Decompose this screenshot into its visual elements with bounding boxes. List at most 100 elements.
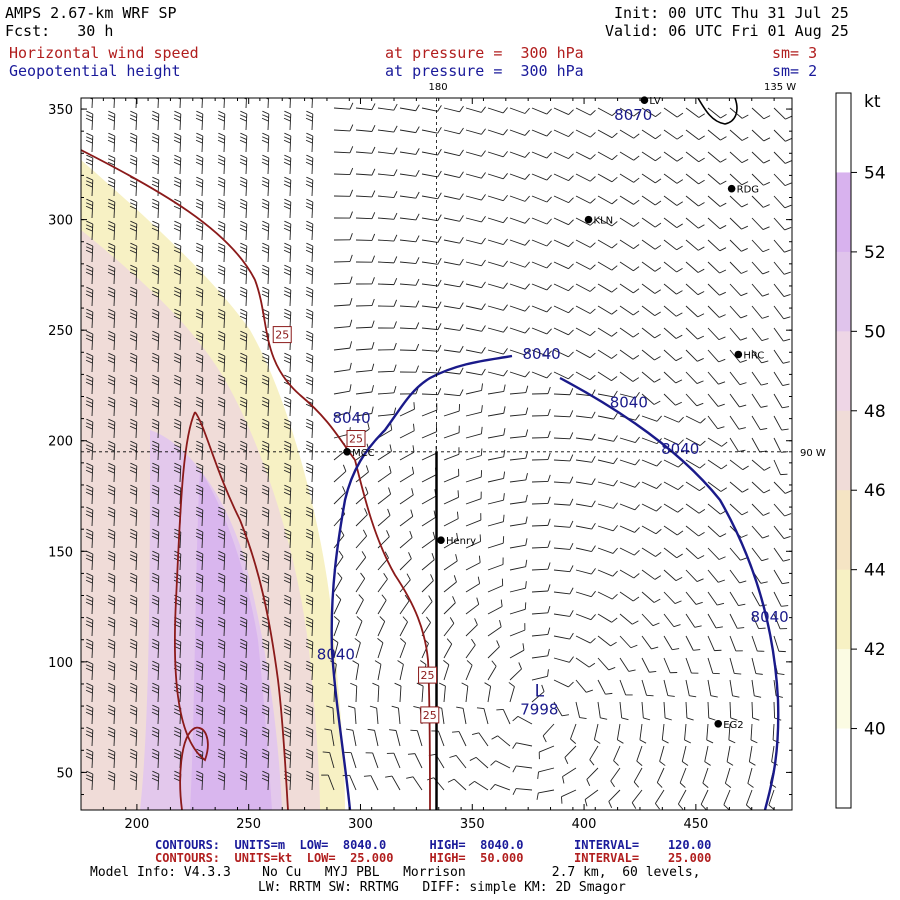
wind-barb-shaft [157,157,160,175]
wind-barb-feather [152,774,159,778]
wind-barb-feather [284,682,291,687]
wind-barb-feather [262,114,269,118]
wind-barb-feather [196,400,203,404]
wind-barb-shaft [597,283,612,293]
wind-barb-feather [173,469,181,474]
wind-barb-shaft [179,113,182,131]
wind-barb-shaft [157,98,159,109]
wind-barb-shaft [377,173,394,177]
wind-barb-shaft [333,577,343,593]
wind-barb-shaft [729,481,743,493]
wind-barb-shaft [157,289,160,307]
wind-barb-feather [284,510,291,514]
wind-barb-feather [129,447,137,452]
wind-barb-feather [86,264,93,269]
wind-barb-feather [635,391,640,399]
wind-barb-feather [262,642,269,646]
wind-barb-feather [634,481,640,488]
wind-barb-feather [305,447,313,452]
wind-barb-feather [653,400,661,405]
wind-barb-shaft [91,443,94,461]
wind-barb-feather [741,203,749,208]
wind-barb-feather [130,770,137,775]
wind-barb-feather [240,110,247,115]
wind-barb-feather [783,338,791,342]
wind-barb-feather [306,660,313,665]
wind-barb-feather [176,98,181,100]
wind-barb-feather [108,532,115,536]
wind-barb-feather [195,469,203,474]
wind-barb-shaft [443,539,459,549]
wind-barb-feather [569,454,574,462]
wind-barb-shaft [443,393,460,397]
wind-barb-feather [195,337,203,342]
wind-barb-feather [305,689,313,694]
wind-barb-feather [152,708,159,712]
wind-barb-shaft [332,708,335,725]
wind-barb-feather [763,489,771,494]
wind-barb-feather [86,286,93,291]
wind-barb-feather [108,466,115,470]
wind-barb-shaft [443,686,446,703]
wind-barb-shaft [729,591,739,606]
wind-barb-feather [108,770,115,775]
wind-barb-feather [195,513,203,518]
wind-barb-feather [152,664,159,668]
wind-barb-feather [306,264,313,269]
wind-barb-feather [283,689,291,694]
wind-barb-shaft [619,327,634,338]
wind-barb-feather [284,620,291,624]
wind-barb-feather [459,258,464,266]
wind-barb-feather [718,381,726,385]
wind-barb-feather [218,528,225,533]
wind-barb-shaft [91,487,94,505]
wind-barb-feather [152,752,159,756]
wind-barb-shaft [659,745,665,762]
wind-barb-feather [546,108,552,115]
wind-barb-feather [612,594,618,600]
wind-barb-feather [371,277,375,285]
wind-barb-feather [394,682,402,687]
wind-barb-feather [239,535,247,540]
height-label: 8040 [317,646,355,664]
wind-barb-shaft [437,730,445,747]
field2-smoothing: sm= 2 [772,62,818,80]
wind-barb-feather [613,390,618,398]
wind-barb-feather [240,290,247,294]
wind-barb-feather [449,754,457,758]
wind-barb-shaft [135,751,138,769]
wind-barb-feather [174,400,181,404]
wind-barb-feather [86,290,93,294]
wind-barb-shaft [391,775,401,791]
wind-barb-shaft [531,195,547,203]
wind-barb-feather [646,694,654,697]
wind-barb-shaft [487,412,504,417]
wind-barb-feather [218,422,225,426]
wind-barb-feather [738,449,746,452]
wind-barb-shaft [179,553,182,571]
wind-barb-shaft [707,327,720,340]
wind-barb-feather [129,667,137,672]
wind-barb-feather [240,726,247,731]
wind-barb-shaft [553,195,569,204]
wind-barb-feather [217,337,225,342]
wind-barb-feather [284,466,291,470]
colorbar-unit: kt [864,92,881,112]
wind-barb-shaft [663,547,677,559]
wind-barb-shaft [223,509,226,527]
wind-barb-feather [218,620,225,624]
wind-barb-shaft [641,129,656,140]
wind-barb-shaft [223,355,226,373]
wind-label: 25 [349,433,363,446]
wind-barb-feather [305,469,313,474]
wind-barb-feather [306,638,313,643]
wind-barb-shaft [135,509,138,527]
wind-barb-feather [654,333,661,339]
wind-barb-feather [152,532,159,536]
wind-barb-feather [85,711,93,716]
wind-barb-shaft [465,349,482,354]
wind-barb-shaft [223,267,226,285]
model-title: AMPS 2.67-km WRF SP [5,4,177,22]
wind-barb-feather [415,300,420,308]
wind-barb-feather [151,755,159,760]
